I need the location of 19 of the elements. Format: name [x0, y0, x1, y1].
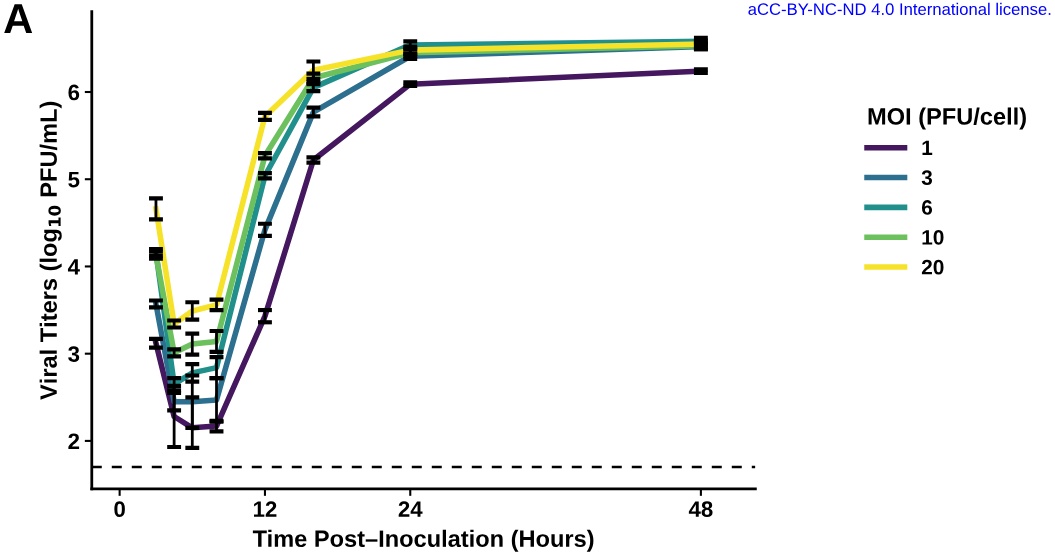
y-axis-title: Viral Titers (log$_{10}$ PFU/mL) — [39, 101, 62, 400]
text: A — [4, 4, 33, 33]
legend-label: 6 — [921, 200, 933, 215]
y-tick-label: 3 — [68, 346, 80, 362]
y-tick-label: 4 — [67, 259, 80, 275]
y-tick-label: 6 — [68, 84, 80, 101]
y-tick-label: 2 — [68, 433, 80, 449]
x-tick-label: 24 — [398, 501, 423, 517]
y-tick-label: 5 — [68, 172, 80, 188]
legend-label: 3 — [921, 170, 933, 186]
legend-label: 10 — [922, 229, 944, 245]
x-axis-title: Time Post–Inoculation (Hours) — [252, 529, 594, 552]
x-tick-label: 0 — [114, 501, 125, 518]
x-tick-label: 12 — [253, 501, 277, 517]
legend-title: MOI (PFU/cell) — [868, 107, 1026, 130]
x-tick-label: 48 — [688, 501, 713, 518]
legend-label: 20 — [921, 259, 944, 275]
legend-label: 1 — [922, 140, 933, 155]
annotation: aCC-BY-NC-ND 4.0 International license. — [748, 2, 1051, 16]
